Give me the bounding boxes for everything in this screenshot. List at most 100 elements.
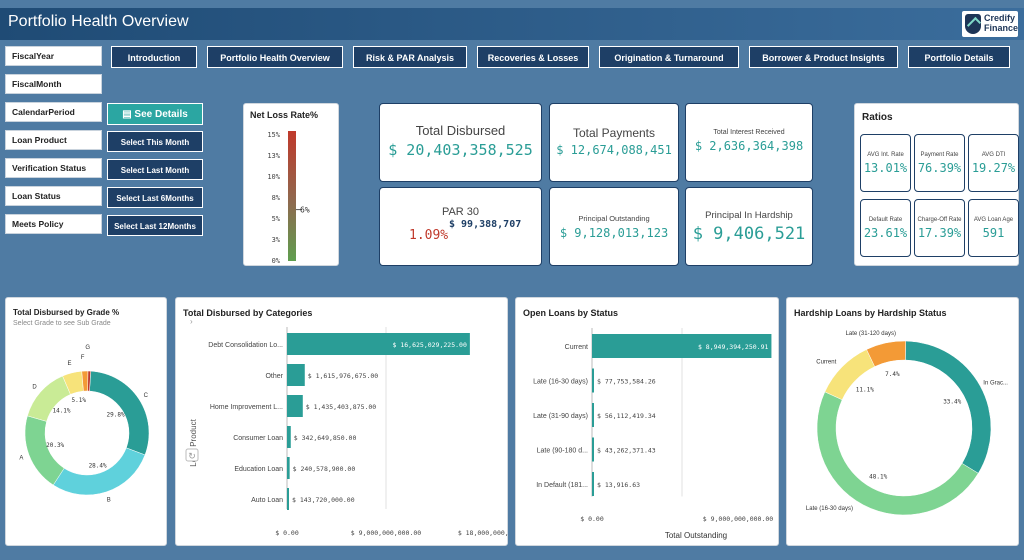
ratio-avg-dti: AVG DTI 19.27% [968,134,1019,192]
tab-portfolio-health-overview[interactable]: Portfolio Health Overview [207,46,343,68]
bar-category-label: Late (16-30 days) [533,379,588,386]
slice-value-label: 7.4% [885,371,900,378]
ratio-payment-rate: Payment Rate 76.39% [914,134,965,192]
donut-slice[interactable] [52,447,146,496]
status-bar-chart[interactable]: Total Outstanding Current $ 8,949,394,250… [516,298,780,547]
gauge-value-label: 6% [300,206,310,215]
select-last-12months-button[interactable]: Select Last 12Months [107,215,203,236]
slice-value-label: 14.1% [52,408,70,415]
gauge-tick-label: 15% [267,131,280,139]
bar[interactable] [287,426,291,448]
bar-value-label: $ 1,435,403,875.00 [306,403,377,411]
bar[interactable] [287,395,303,417]
hardship-panel: Hardship Loans by Hardship Status 33.4% I… [786,297,1019,546]
ratio-default-rate: Default Rate 23.61% [860,199,911,257]
categories-axis-label: Loan Product [189,418,198,466]
ratio-value: 13.01% [863,161,908,175]
select-last-6months-button[interactable]: Select Last 6Months [107,187,203,208]
reset-icon-box[interactable] [185,448,199,462]
bar[interactable] [287,488,289,510]
donut-slice[interactable] [905,340,992,474]
axis-tick-label: $ 0.00 [275,529,299,537]
bar-value-label: $ 16,625,029,225.00 [393,341,467,349]
par30-amount: $ 99,388,707 [449,219,522,230]
tab-introduction[interactable]: Introduction [111,46,197,68]
bar-category-label: Late (90-180 d... [537,448,588,455]
par30-pct: 1.09% [409,228,449,243]
categories-panel-title: Total Disbursed by Categories [183,308,313,318]
hardship-donut-chart[interactable]: 33.4% In Grac... 48.1% Late (16-30 days) 11.… [787,298,1020,547]
filter-loan-status[interactable]: Loan Status [5,186,102,206]
ratio-value: 23.61% [863,226,908,240]
select-this-month-button[interactable]: Select This Month [107,131,203,152]
slice-value-label: 5.1% [72,397,87,404]
bar-value-label: $ 342,649,850.00 [294,434,357,442]
kpi-total-payments: Total Payments $ 12,674,088,451 [549,103,679,182]
tab-recoveries-losses[interactable]: Recoveries & Losses [477,46,589,68]
grade-panel-subtitle: Select Grade to see Sub Grade [13,320,111,327]
see-details-button[interactable]: ▤ See Details [107,103,203,125]
status-axis-label: Total Outstanding [665,531,727,540]
ratio-label: AVG Int. Rate [867,152,904,158]
slice-category-label: In Grac... [983,380,1008,386]
kpi-value: $ 9,406,521 [692,224,806,244]
ratio-label: AVG Loan Age [973,217,1014,223]
bar[interactable] [592,403,594,427]
donut-slice[interactable] [27,375,71,422]
kpi-value: $ 2,636,364,398 [694,139,804,153]
categories-panel: Total Disbursed by Categories › Loan Pro… [175,297,509,547]
slice-value-label: 28.4% [89,462,107,469]
kpi-value: $ 20,403,358,525 [388,141,533,159]
status-panel-title: Open Loans by Status [523,308,619,318]
donut-slice[interactable] [87,370,91,392]
filter-fiscal-year[interactable]: FiscalYear [5,46,102,66]
slice-category-label: B [107,498,111,504]
reset-icon[interactable]: ↻ [188,451,196,461]
select-last-month-button[interactable]: Select Last Month [107,159,203,180]
bar-category-label: Education Loan [234,466,283,473]
donut-slice[interactable] [866,340,906,367]
ratio-value: 19.27% [971,161,1016,175]
bar[interactable] [592,368,594,393]
kpi-par30: PAR 30 1.09% $ 99,388,707 [379,187,542,266]
filter-verification-status[interactable]: Verification Status [5,158,102,178]
filter-meets-policy[interactable]: Meets Policy [5,214,102,234]
bar-category-label: Debt Consolidation Lo... [208,342,283,349]
donut-slice[interactable] [816,391,979,516]
bar-value-label: $ 77,753,584.26 [597,378,656,386]
kpi-label: Principal Outstanding [578,214,650,223]
bar[interactable] [592,334,772,358]
bar[interactable] [287,333,470,355]
axis-tick-label: $ 18,000,000,000.00 [458,529,509,537]
tab-origination-turnaround[interactable]: Origination & Turnaround [599,46,739,68]
header-bar: Portfolio Health Overview Credify Financ… [0,8,1024,40]
ratio-label: Payment Rate [920,152,959,158]
bar[interactable] [287,364,305,386]
bar[interactable] [592,472,594,496]
logo-text-credify: Credify [984,13,1016,23]
status-panel: Open Loans by Status Total Outstanding C… [515,297,779,546]
tab-portfolio-details[interactable]: Portfolio Details [908,46,1010,68]
chevron-right-icon[interactable]: › [190,317,193,326]
gauge-tick-label: 10% [267,173,280,181]
grade-donut-chart[interactable]: 29.8% C 28.4% B 20.3% A 14.1% D 5.1% E FG [6,298,168,547]
net-loss-title: Net Loss Rate% [250,110,319,120]
page-title: Portfolio Health Overview [8,13,189,30]
filter-calendar-period[interactable]: CalendarPeriod [5,102,102,122]
categories-bar-chart[interactable]: › Loan Product ↻ Debt Consolidation Lo..… [176,298,509,547]
bar[interactable] [592,437,594,462]
slice-category-label: E [68,361,72,367]
kpi-label: Total Payments [572,126,656,140]
bar-category-label: Current [565,344,588,351]
kpi-principal-hardship: Principal In Hardship $ 9,406,521 [685,187,813,266]
filter-fiscal-month[interactable]: FiscalMonth [5,74,102,94]
tab-borrower-product-insights[interactable]: Borrower & Product Insights [749,46,898,68]
bar-category-label: Home Improvement L... [210,404,283,411]
gauge-tick-label: 3% [272,236,281,244]
filter-loan-product[interactable]: Loan Product [5,130,102,150]
ratio-avg-loan-age: AVG Loan Age 591 [968,199,1019,257]
tab-risk-par-analysis[interactable]: Risk & PAR Analysis [353,46,467,68]
donut-slice[interactable] [24,415,65,486]
ratio-value: 17.39% [917,226,962,240]
bar[interactable] [287,457,290,479]
